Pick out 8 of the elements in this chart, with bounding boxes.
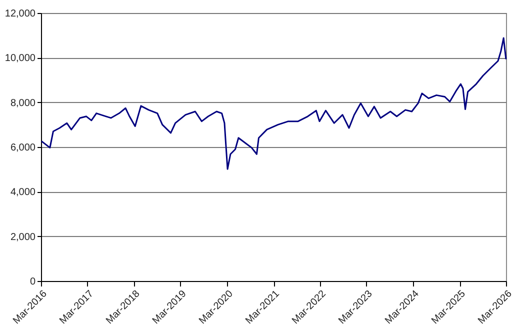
- y-tick-label: 6,000: [10, 142, 36, 154]
- y-tick-label: 4,000: [10, 187, 36, 198]
- y-tick-label: 8,000: [10, 98, 36, 109]
- y-tick-label: 10,000: [4, 53, 36, 64]
- y-tick-label: 0: [30, 276, 36, 288]
- line-series: [40, 37, 507, 170]
- y-tick-label: 2,000: [10, 232, 36, 243]
- y-tick-label: 12,000: [4, 8, 36, 20]
